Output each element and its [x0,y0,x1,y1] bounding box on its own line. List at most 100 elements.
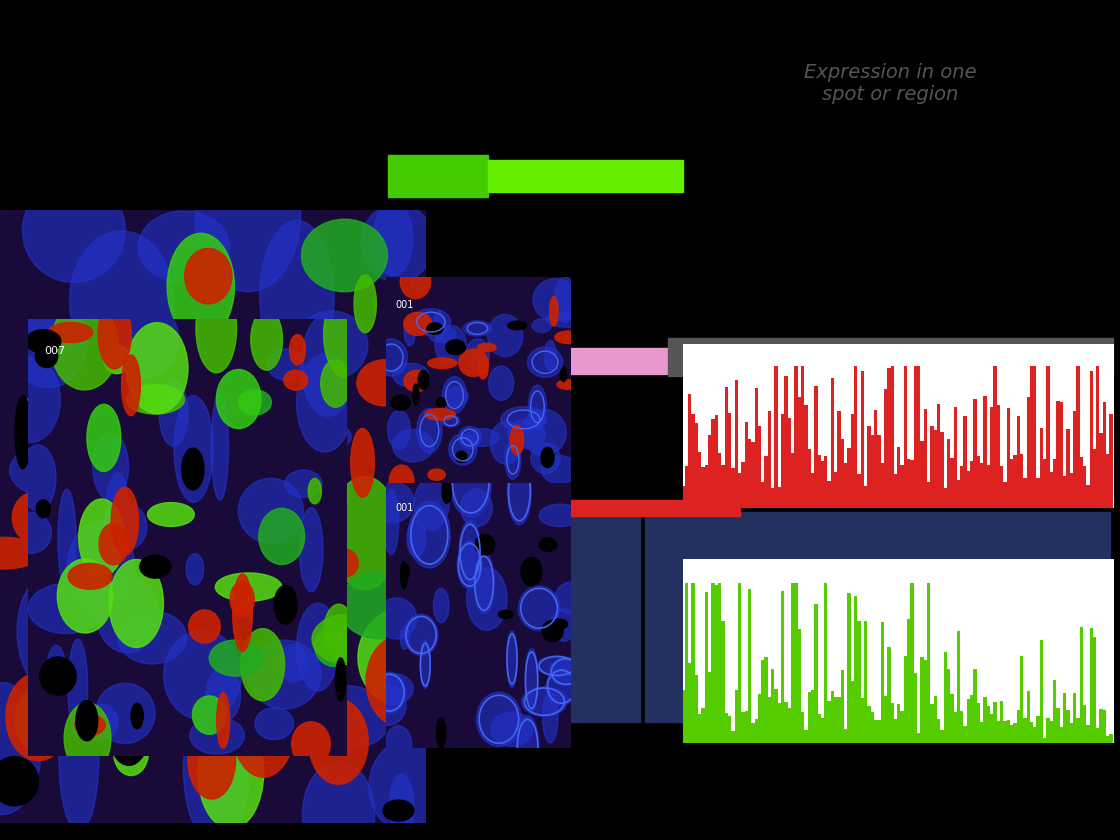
Ellipse shape [46,459,133,520]
Bar [941,432,943,508]
Bar [953,711,956,743]
Ellipse shape [301,219,388,291]
Bar [894,719,897,743]
Bar [917,365,921,508]
Ellipse shape [69,231,174,370]
Ellipse shape [536,656,577,676]
Ellipse shape [239,417,272,471]
Bar [897,704,900,743]
Bar [1029,722,1033,743]
Ellipse shape [212,632,228,690]
Bar [755,388,758,508]
Bar [752,722,755,743]
Ellipse shape [557,380,580,390]
Bar [765,657,768,743]
Bar [801,711,804,743]
Text: spot or region: spot or region [822,86,959,104]
Bar [993,701,997,743]
Bar [848,593,851,743]
Ellipse shape [104,345,130,374]
Ellipse shape [466,339,489,370]
Ellipse shape [505,440,521,480]
Bar [768,411,771,508]
Ellipse shape [67,521,134,618]
Ellipse shape [283,370,308,390]
Ellipse shape [100,412,150,502]
Ellipse shape [231,581,254,617]
Ellipse shape [212,393,228,500]
Ellipse shape [525,648,538,712]
Bar [1063,693,1066,743]
Bar [956,631,960,743]
Ellipse shape [87,404,121,471]
Ellipse shape [84,705,119,740]
Bar [1073,693,1076,743]
Bar [715,585,718,743]
Ellipse shape [0,357,60,443]
Bar [1000,465,1004,508]
Ellipse shape [539,504,581,527]
Bar [1110,734,1113,743]
Bar [963,416,967,508]
Ellipse shape [139,479,261,522]
Bar [388,155,488,197]
Ellipse shape [140,555,170,578]
Bar [894,474,897,508]
Bar [838,411,841,508]
Ellipse shape [209,688,270,727]
Bar [884,696,887,743]
Ellipse shape [433,588,449,622]
Ellipse shape [539,538,557,551]
Bar [711,583,715,743]
Bar [1103,711,1107,743]
Ellipse shape [550,297,558,326]
Ellipse shape [209,640,263,676]
Bar [814,604,818,743]
Ellipse shape [22,178,125,282]
Bar [987,706,990,743]
Ellipse shape [477,344,496,352]
Bar [701,467,704,508]
Bar [963,726,967,743]
Bar [777,486,781,508]
Bar [774,689,777,743]
Ellipse shape [10,296,87,388]
Ellipse shape [324,291,368,378]
Bar [1033,365,1036,508]
Bar [900,711,904,743]
Ellipse shape [375,339,408,376]
Bar [755,718,758,743]
Bar [887,368,890,508]
Bar [765,456,768,508]
Ellipse shape [418,370,429,390]
Bar [844,729,848,743]
Ellipse shape [203,585,260,720]
Ellipse shape [195,139,301,291]
Bar [870,435,874,508]
Ellipse shape [297,354,353,452]
Bar [917,733,921,743]
Ellipse shape [206,348,270,434]
Bar [791,583,794,743]
Ellipse shape [550,619,568,629]
Bar [834,472,838,508]
Bar [1027,396,1029,508]
Ellipse shape [400,265,431,299]
Bar [1029,365,1033,508]
Bar [1043,459,1046,508]
Bar [990,714,993,743]
Text: 001: 001 [395,300,414,310]
Bar [857,621,860,743]
Ellipse shape [18,394,75,438]
Bar [1090,628,1093,743]
Polygon shape [166,586,188,609]
Bar [841,669,844,743]
Ellipse shape [15,396,30,469]
Ellipse shape [30,329,64,408]
Bar [864,621,867,743]
Ellipse shape [0,538,40,569]
Ellipse shape [487,314,523,356]
Ellipse shape [68,564,112,590]
Ellipse shape [491,421,522,465]
Ellipse shape [248,484,260,492]
